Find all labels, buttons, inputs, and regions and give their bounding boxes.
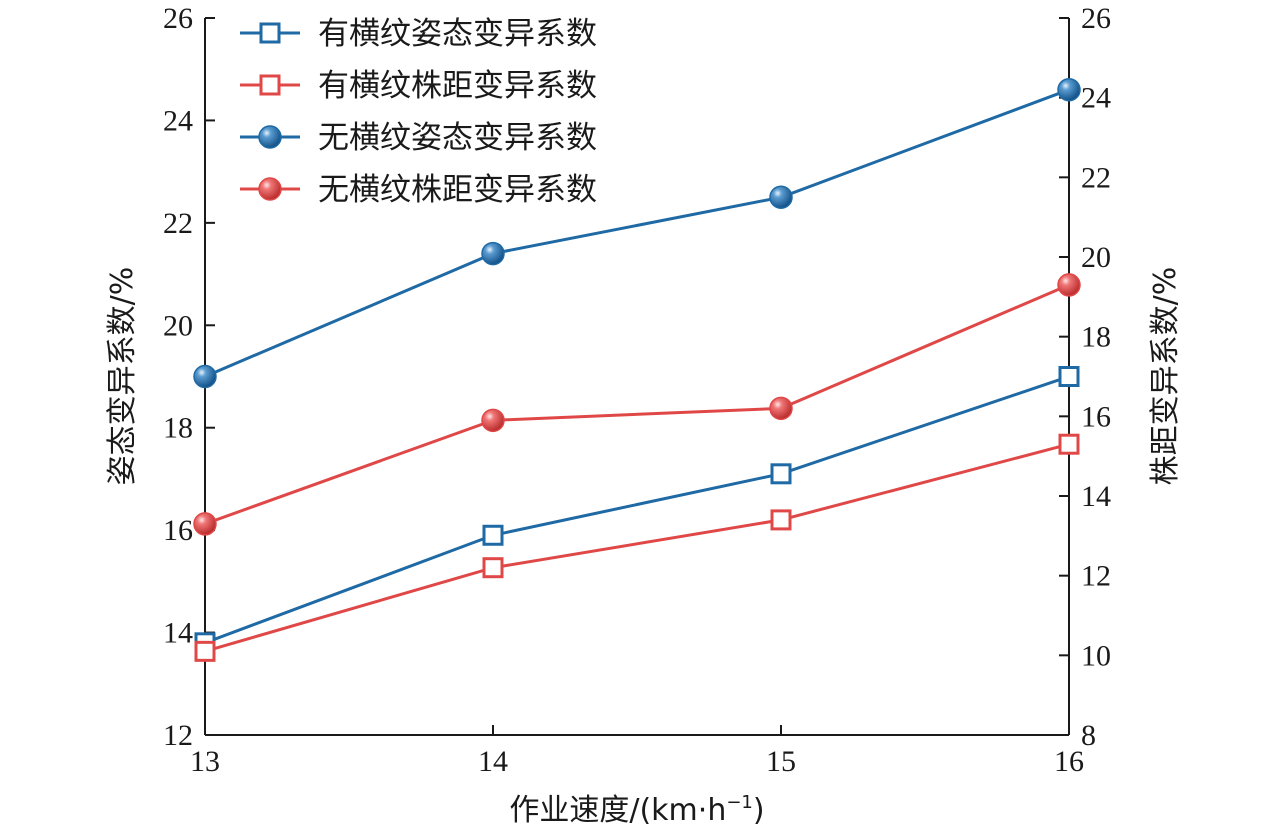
left-y-tick-label: 26 (163, 2, 193, 35)
x-axis-title-main: 作业速度/(km·h (509, 793, 726, 828)
right-y-tick-label: 12 (1081, 560, 1111, 593)
left-y-tick-label: 22 (163, 207, 193, 240)
x-tick-label: 13 (190, 745, 220, 778)
legend-marker (258, 177, 282, 201)
legend-label: 有横纹株距变异系数 (318, 68, 597, 104)
right-y-tick-label: 20 (1081, 241, 1111, 274)
series-2-point (770, 509, 792, 531)
legend-entry: 有横纹株距变异系数 (240, 68, 597, 104)
series-4 (193, 273, 1081, 536)
x-tick-label: 15 (766, 745, 796, 778)
x-tick-label: 14 (478, 745, 508, 778)
right-y-tick-label: 24 (1081, 82, 1111, 115)
right-y-tick-label: 14 (1081, 480, 1111, 513)
left-y-tick-label: 12 (163, 719, 193, 752)
left-y-tick-label: 20 (163, 309, 193, 342)
series-4-line (204, 283, 1070, 526)
series-2-line (204, 442, 1070, 653)
legend-entry: 无横纹株距变异系数 (240, 172, 597, 208)
series-4-point (769, 396, 793, 421)
legend-marker (258, 125, 282, 149)
x-axis-title: 作业速度/(km·h−1) (509, 792, 764, 828)
legend-marker (259, 22, 281, 44)
series-1-line (204, 375, 1070, 645)
right-y-tick-label: 10 (1081, 639, 1111, 672)
legend-label: 无横纹姿态变异系数 (318, 120, 597, 156)
series-4-point (481, 408, 505, 433)
series-1-point (770, 463, 792, 485)
left-y-tick-label: 24 (163, 104, 193, 137)
right-y-tick-label: 26 (1081, 2, 1111, 35)
series-2-point (194, 640, 216, 662)
series-2-point (482, 557, 504, 579)
left-y-axis-title: 姿态变异系数/% (105, 267, 140, 486)
x-tick-label: 16 (1054, 745, 1084, 778)
legend-entry: 有横纹姿态变异系数 (240, 16, 597, 52)
x-axis-title-superscript: −1 (726, 792, 753, 813)
legend-label: 无横纹株距变异系数 (318, 172, 597, 208)
series-2-point (1058, 433, 1080, 455)
series-3-point (481, 241, 505, 266)
series-3-point (769, 185, 793, 209)
series-3 (193, 77, 1081, 389)
right-y-tick-label: 8 (1081, 719, 1096, 752)
left-y-tick-label: 16 (163, 514, 193, 547)
left-y-tick-label: 14 (163, 617, 193, 650)
legend-marker (259, 74, 281, 96)
right-y-tick-label: 16 (1081, 400, 1111, 433)
right-y-tick-label: 22 (1081, 161, 1111, 194)
left-y-tick-label: 18 (163, 412, 193, 445)
series-2 (194, 433, 1080, 662)
series-3-point (193, 364, 217, 389)
right-y-axis-title: 株距变异系数/% (1148, 267, 1183, 486)
series-1 (194, 366, 1080, 654)
series-4-point (1057, 273, 1081, 297)
series-1-point (1058, 366, 1080, 387)
series-3-line (204, 88, 1070, 378)
legend-entry: 无横纹姿态变异系数 (240, 120, 597, 156)
axis-ticks: 13 14 15 16 12 14 16 18 20 22 24 26 8 10 12 14 16 18 20 22 2… (163, 2, 1111, 778)
right-y-tick-label: 18 (1081, 321, 1111, 354)
series-3-point (1057, 77, 1081, 102)
series-1-point (482, 524, 504, 546)
x-axis-title-close: ) (753, 793, 765, 828)
legend-label: 有横纹姿态变异系数 (318, 16, 597, 52)
series-4-point (193, 512, 217, 536)
series-layer (193, 77, 1081, 662)
